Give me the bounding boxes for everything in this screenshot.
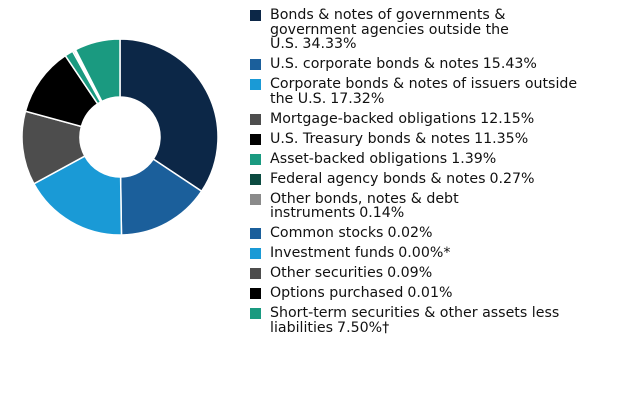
legend-swatch	[250, 248, 261, 259]
legend-item: Bonds & notes of governments & governmen…	[250, 8, 620, 52]
legend-item: Common stocks 0.02%	[250, 226, 620, 241]
legend-swatch	[250, 193, 261, 205]
legend-text: Asset-backed obligations 1.39%	[270, 150, 590, 167]
legend-swatch	[250, 133, 261, 145]
legend-label: Other bonds, notes & debt instruments	[270, 190, 459, 221]
legend-item: Asset-backed obligations 1.39%	[250, 150, 620, 167]
legend-swatch	[250, 288, 261, 299]
legend-item: Mortgage-backed obligations 12.15%	[250, 110, 620, 127]
legend-label: Mortgage-backed obligations	[270, 110, 477, 127]
legend-swatch	[250, 268, 261, 279]
legend-swatch	[250, 79, 261, 90]
legend-value: 1.39%	[451, 150, 497, 167]
legend-swatch	[250, 59, 261, 70]
legend-label: Options purchased	[270, 285, 404, 301]
legend-label: Asset-backed obligations	[270, 150, 448, 167]
legend-item: U.S. Treasury bonds & notes 11.35%	[250, 130, 620, 147]
legend-value: 17.32%	[330, 90, 385, 107]
donut-slice	[119, 38, 219, 193]
legend-item: Corporate bonds & notes of issuers outsi…	[250, 77, 620, 106]
legend-value: 0.02%	[387, 225, 433, 241]
legend-swatch	[250, 228, 261, 239]
legend-swatch	[250, 113, 261, 125]
legend-item: Options purchased 0.01%	[250, 286, 620, 301]
legend-item: Short-term securities & other assets les…	[250, 306, 620, 335]
legend-text: Investment funds 0.00%*	[270, 246, 590, 261]
legend-item: Investment funds 0.00%*	[250, 246, 620, 261]
legend-label: Investment funds	[270, 245, 395, 261]
legend-text: Other securities 0.09%	[270, 266, 590, 281]
legend-text: Common stocks 0.02%	[270, 226, 590, 241]
legend-value: 0.01%	[407, 285, 453, 301]
legend-swatch	[250, 153, 261, 165]
legend-value: 11.35%	[474, 130, 529, 147]
legend-value: 0.00%*	[398, 245, 451, 261]
legend-value: 0.14%	[359, 205, 405, 221]
legend-text: Bonds & notes of governments & governmen…	[270, 8, 590, 52]
legend-text: Options purchased 0.01%	[270, 286, 590, 301]
legend-label: Bonds & notes of governments & governmen…	[270, 7, 509, 52]
legend-swatch	[250, 173, 261, 185]
donut-chart	[21, 38, 219, 236]
legend-label: Federal agency bonds & notes	[270, 170, 486, 187]
legend-swatch	[250, 10, 261, 21]
donut-slice	[74, 38, 121, 103]
legend-label: U.S. corporate bonds & notes	[270, 56, 479, 72]
legend-label: Other securities	[270, 265, 384, 281]
legend-value: 34.33%	[302, 36, 357, 52]
legend-label: Common stocks	[270, 225, 384, 241]
legend-item: Other securities 0.09%	[250, 266, 620, 281]
legend-item: Other bonds, notes & debt instruments 0.1…	[250, 190, 620, 221]
legend-value: 15.43%	[482, 56, 537, 72]
legend-text: Federal agency bonds & notes 0.27%	[270, 170, 590, 187]
legend-swatch	[250, 308, 261, 319]
legend-label: Corporate bonds & notes of issuers outsi…	[270, 76, 578, 107]
legend-item: Federal agency bonds & notes 0.27%	[250, 170, 620, 187]
legend: Bonds & notes of governments & governmen…	[250, 8, 620, 341]
legend-text: U.S. Treasury bonds & notes 11.35%	[270, 130, 590, 147]
legend-label: U.S. Treasury bonds & notes	[270, 130, 471, 147]
legend-value: 0.09%	[387, 265, 433, 281]
legend-value: 0.27%	[489, 170, 535, 187]
legend-item: U.S. corporate bonds & notes 15.43%	[250, 57, 620, 72]
legend-text: Corporate bonds & notes of issuers outsi…	[270, 77, 590, 106]
legend-text: U.S. corporate bonds & notes 15.43%	[270, 57, 590, 72]
legend-text: Mortgage-backed obligations 12.15%	[270, 110, 590, 127]
legend-text: Short-term securities & other assets les…	[270, 306, 590, 335]
legend-label: Short-term securities & other assets les…	[270, 305, 560, 336]
legend-value: 12.15%	[480, 110, 535, 127]
legend-value: 7.50%†	[337, 319, 390, 336]
legend-text: Other bonds, notes & debt instruments 0.1…	[270, 190, 590, 221]
